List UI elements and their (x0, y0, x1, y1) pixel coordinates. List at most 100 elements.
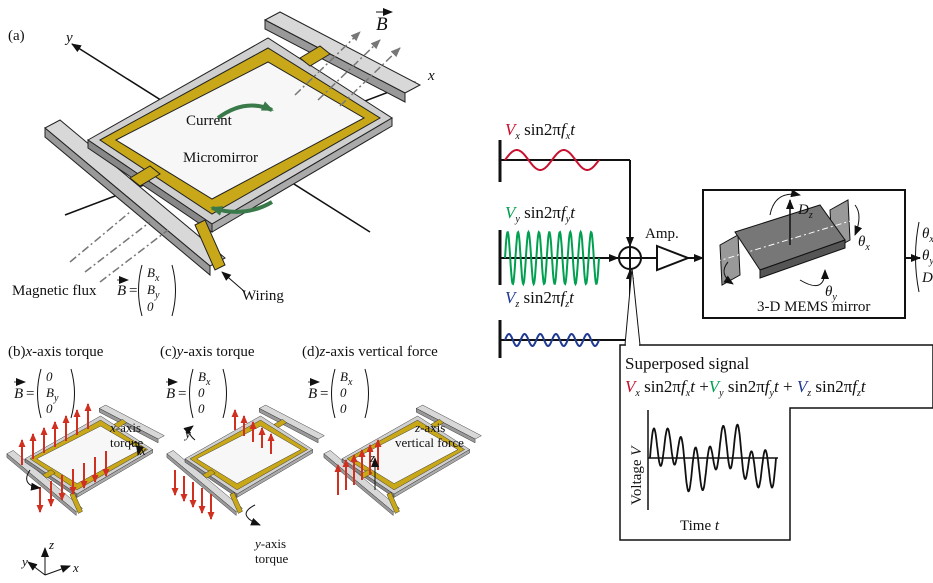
y-label: Voltage V (629, 445, 645, 505)
text-part: V (505, 203, 518, 222)
text-part: Time (680, 518, 715, 534)
coord-label: x (72, 560, 79, 575)
flux-symbol: B (117, 283, 126, 299)
matrix-entry: Bx (340, 369, 353, 388)
text-part: y (831, 292, 837, 303)
text-part: x (514, 131, 520, 142)
torque-arrow (183, 425, 196, 441)
output-entry: Dz (921, 270, 933, 289)
text-part: f (560, 288, 567, 307)
signal-label: Vy sin2πfyt (505, 203, 576, 225)
text-part: 0 (198, 385, 205, 400)
text-part: 0 (147, 299, 154, 314)
text-part: V (505, 288, 518, 307)
text-part: sin2π (520, 120, 562, 139)
mems-label: 3-D MEMS mirror (757, 299, 870, 315)
axis-label: y (64, 30, 73, 46)
text-part: vertical force (395, 435, 464, 450)
text-part: x (685, 388, 691, 399)
b-symbol: B (308, 386, 317, 402)
text-part: x (864, 242, 870, 253)
text-part: t (570, 203, 576, 222)
annotation: torque (110, 435, 143, 450)
equals: = (320, 386, 328, 402)
text-part: x (109, 420, 116, 435)
text-part: V (505, 120, 518, 139)
current-arrow (216, 101, 274, 120)
text-part: 0 (340, 385, 347, 400)
matrix-bracket (171, 264, 176, 317)
text-part: x (25, 344, 33, 360)
text-part: y (253, 536, 261, 551)
annotation: x-axis (109, 420, 141, 435)
micromirror-d (323, 404, 482, 516)
text-part: θ (922, 226, 930, 242)
text-part: x (154, 273, 160, 284)
text-part: y (154, 290, 160, 301)
text-part: z (564, 299, 569, 310)
wiring-arrow (221, 271, 246, 293)
text-part: sin2π (520, 203, 562, 222)
text-part: t (715, 518, 720, 534)
annotation: y-axis (253, 536, 286, 551)
text-part: y (175, 344, 184, 360)
matrix-bracket (364, 368, 369, 419)
panel-label: (b) (8, 344, 26, 360)
text-part: B (340, 369, 348, 384)
panel-title: (b)x-axis torque (8, 344, 104, 360)
micromirror (44, 11, 421, 276)
matrix-entry: Bx (147, 265, 160, 284)
superposed-formula: Vx sin2πfxt +Vy sin2πfyt + Vz sin2πfzt (625, 377, 867, 399)
text-part: t (569, 288, 575, 307)
text-part: f (561, 203, 568, 222)
text-part: z (806, 388, 811, 399)
theta-y-label: θy (825, 284, 837, 303)
matrix-bracket (138, 264, 143, 317)
callout (624, 267, 641, 346)
panel-title: (d)z-axis vertical force (302, 344, 438, 360)
matrix-entry: Bx (198, 369, 211, 388)
text-part: -axis torque (183, 344, 255, 360)
text-part: sin2π (811, 377, 853, 396)
output-entry: θx (922, 226, 933, 245)
text-part: 0 (340, 401, 347, 416)
current-label: Current (186, 113, 233, 129)
plus: + (779, 377, 797, 396)
theta-x-label: θx (858, 234, 870, 253)
waveform (504, 332, 600, 348)
text-part: θ (858, 234, 866, 250)
text-part: 0 (46, 401, 53, 416)
equals: = (178, 386, 186, 402)
text-part: V (629, 445, 645, 456)
torque-arrow (129, 442, 144, 456)
matrix-bracket (189, 368, 194, 419)
text-part: θ (825, 284, 833, 300)
torque-arrow (245, 504, 261, 526)
text-part: z (514, 299, 519, 310)
text-part: t (861, 377, 867, 396)
text-part: f (681, 377, 688, 396)
text-part: x (928, 234, 933, 245)
text-part: -axis (261, 536, 286, 551)
text-part: θ (922, 248, 930, 264)
flux-label: Magnetic flux (12, 283, 97, 299)
text-part: z (319, 344, 326, 360)
panel-label: (c) (160, 344, 177, 360)
matrix-bracket (70, 368, 75, 419)
matrix-entry: 0 (340, 385, 347, 400)
text-part: y (514, 214, 520, 225)
text-part: z (414, 420, 420, 435)
text-part: t (774, 377, 780, 396)
waveform (504, 229, 600, 287)
text-part: V (797, 377, 810, 396)
text-part: x (565, 131, 571, 142)
text-part: 0 (46, 369, 53, 384)
matrix-bracket (915, 221, 920, 293)
superposed-wave (649, 423, 777, 493)
text-part: V (709, 377, 722, 396)
text-part: 0 (198, 401, 205, 416)
superposed-title: Superposed signal (625, 354, 749, 373)
mems-mirror (714, 189, 871, 287)
torque-arrow (26, 469, 41, 491)
